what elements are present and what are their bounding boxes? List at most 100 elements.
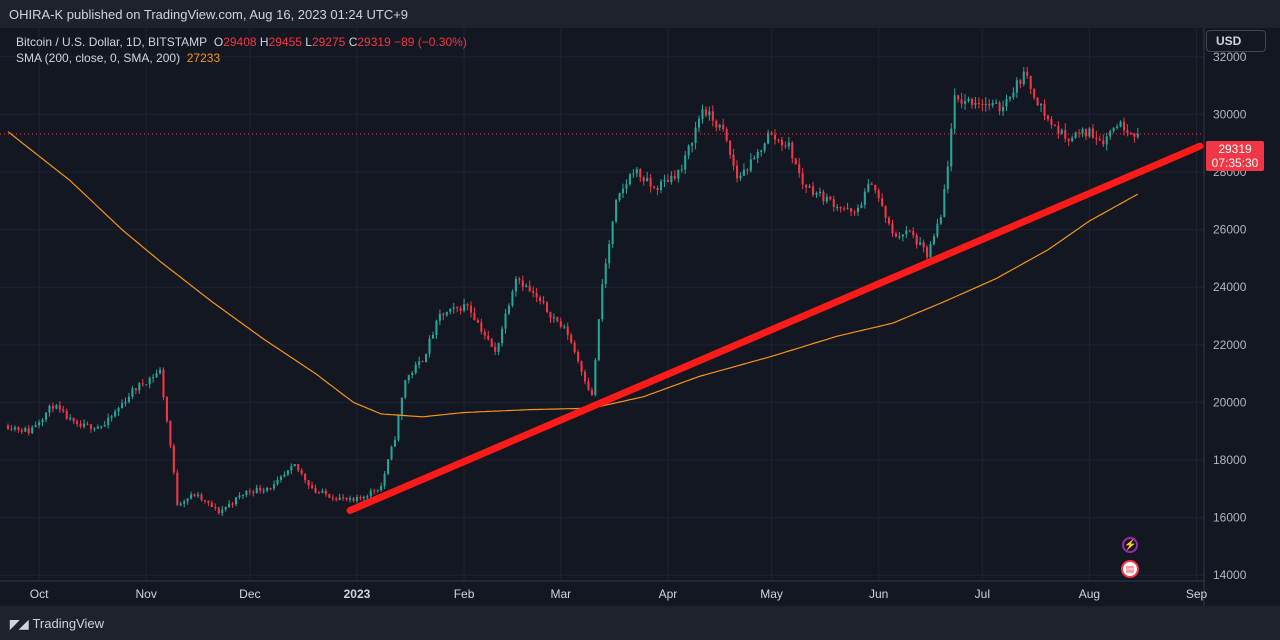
candle-up — [684, 155, 687, 170]
candle-down — [580, 361, 583, 372]
footer-bar — [0, 606, 1280, 640]
price-chart[interactable]: 1400016000180002000022000240002600028000… — [0, 28, 1280, 606]
candle-down — [822, 191, 825, 202]
candle-up — [984, 103, 987, 105]
candle-down — [642, 177, 645, 182]
candle-up — [190, 494, 193, 499]
x-tick-label: Nov — [136, 587, 157, 601]
candle-down — [1043, 103, 1046, 116]
candle-down — [729, 140, 732, 155]
candle-up — [497, 343, 500, 352]
lightning-icon[interactable]: ⚡ — [1122, 537, 1138, 553]
candle-up — [677, 169, 680, 179]
candle-down — [480, 322, 483, 332]
candle-up — [383, 473, 386, 487]
candle-up — [286, 470, 289, 475]
candle-up — [825, 196, 828, 202]
candles — [6, 66, 1139, 517]
us-flag-icon[interactable]: ▤ — [1121, 560, 1139, 578]
candle-down — [72, 417, 75, 422]
y-tick-label: 14000 — [1213, 568, 1247, 582]
candle-down — [317, 492, 320, 494]
candle-down — [203, 499, 206, 501]
candle-up — [943, 188, 946, 217]
x-tick-label: Jun — [869, 587, 888, 601]
candle-down — [359, 497, 362, 499]
y-tick-label: 26000 — [1213, 223, 1247, 237]
candle-up — [355, 497, 358, 501]
sma-label[interactable]: SMA (200, close, 0, SMA, 200) — [16, 51, 181, 65]
x-tick-label: Sep — [1186, 587, 1208, 601]
candle-down — [176, 472, 179, 505]
candle-down — [487, 335, 490, 340]
brand[interactable]: ◤◢ TradingView — [10, 616, 104, 631]
candle-up — [1040, 103, 1043, 106]
candle-up — [418, 361, 421, 365]
candle-down — [297, 464, 300, 471]
open-label: O — [213, 35, 224, 49]
candle-down — [1036, 97, 1039, 106]
candle-down — [307, 480, 310, 486]
candle-down — [324, 490, 327, 495]
candle-up — [691, 143, 694, 146]
y-tick-label: 20000 — [1213, 395, 1247, 409]
candle-up — [659, 181, 663, 191]
candle-up — [995, 102, 998, 104]
candle-up — [186, 498, 189, 502]
candle-up — [390, 446, 393, 460]
candle-down — [535, 293, 538, 298]
candle-down — [27, 428, 30, 434]
candle-up — [158, 369, 162, 374]
high-value: 29455 — [268, 35, 302, 49]
candle-down — [1126, 130, 1129, 133]
candle-up — [632, 173, 635, 175]
candle-down — [231, 503, 234, 505]
candle-up — [625, 184, 628, 189]
candle-down — [542, 301, 545, 303]
x-tick-label: 2023 — [344, 587, 371, 601]
candle-up — [234, 497, 238, 505]
candle-up — [238, 495, 241, 498]
candle-up — [283, 474, 286, 477]
time-axis[interactable]: Oct Nov Dec 2023 Feb Mar Apr May Jun Jul Aug Sep — [30, 587, 1208, 601]
legend-row-sma: SMA (200, close, 0, SMA, 200) 27233 — [16, 50, 467, 66]
candle-up — [867, 183, 870, 192]
candle-down — [711, 111, 714, 121]
x-tick-label: Apr — [659, 587, 678, 601]
candle-up — [708, 111, 711, 116]
candle-up — [393, 439, 397, 447]
currency-button[interactable]: USD — [1206, 30, 1266, 52]
y-tick-label: 22000 — [1213, 338, 1247, 352]
candle-up — [905, 230, 908, 235]
candle-down — [311, 485, 314, 488]
chart-legend: Bitcoin / U.S. Dollar, 1D, BITSTAMP O 294… — [16, 34, 467, 66]
candle-down — [780, 139, 783, 146]
candle-down — [335, 498, 338, 501]
candle-down — [532, 291, 535, 294]
candle-down — [573, 342, 576, 353]
candle-down — [65, 411, 68, 420]
candle-up — [514, 278, 517, 292]
candle-down — [1019, 80, 1022, 84]
candle-up — [1112, 127, 1115, 132]
candle-down — [715, 120, 718, 128]
x-tick-label: Dec — [239, 587, 260, 601]
candle-down — [456, 307, 459, 309]
candle-up — [24, 428, 27, 432]
candle-down — [89, 424, 92, 430]
candle-down — [494, 346, 497, 352]
candle-down — [373, 490, 376, 492]
candle-up — [38, 422, 41, 426]
candle-up — [946, 166, 949, 189]
candle-down — [583, 371, 587, 382]
low-value: 29275 — [311, 35, 346, 49]
candle-down — [746, 169, 749, 171]
candle-up — [756, 151, 759, 159]
candle-down — [881, 198, 884, 206]
trendline[interactable] — [346, 142, 1204, 514]
symbol-label[interactable]: Bitcoin / U.S. Dollar, 1D, BITSTAMP — [16, 35, 208, 49]
candle-down — [62, 409, 65, 412]
candle-up — [1071, 137, 1074, 142]
candle-up — [100, 426, 103, 428]
candle-down — [1078, 132, 1081, 134]
